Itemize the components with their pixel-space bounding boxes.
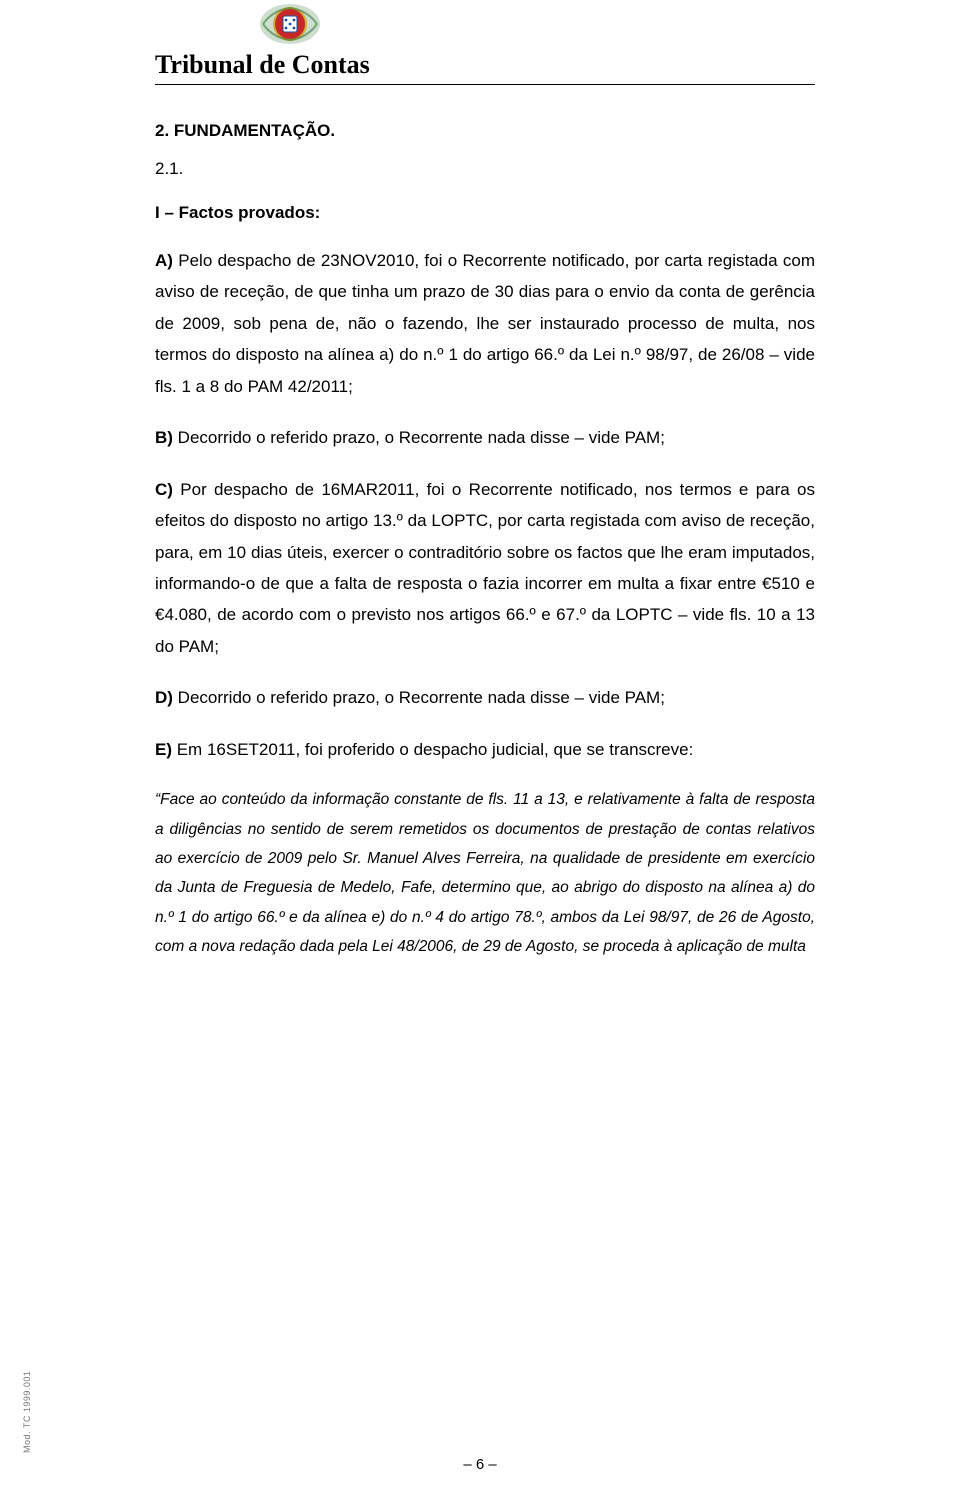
title-underline: [155, 84, 815, 85]
side-mod-label: Mod. TC 1999.001: [22, 1371, 32, 1453]
paragraph-c-lead: C): [155, 480, 173, 499]
paragraph-b-text: Decorrido o referido prazo, o Recorrente…: [173, 428, 665, 447]
paragraph-a: A) Pelo despacho de 23NOV2010, foi o Rec…: [155, 245, 815, 402]
paragraph-a-lead: A): [155, 251, 173, 270]
facts-heading: I – Factos provados:: [155, 203, 815, 223]
section-2-heading: 2. FUNDAMENTAÇÃO.: [155, 121, 815, 141]
document-title: Tribunal de Contas: [155, 0, 815, 80]
document-header: Tribunal de Contas: [155, 0, 815, 85]
paragraph-b-lead: B): [155, 428, 173, 447]
paragraph-b: B) Decorrido o referido prazo, o Recorre…: [155, 422, 815, 453]
paragraph-d-text: Decorrido o referido prazo, o Recorrente…: [173, 688, 665, 707]
paragraph-e: E) Em 16SET2011, foi proferido o despach…: [155, 734, 815, 765]
page-number: – 6 –: [463, 1456, 496, 1473]
paragraph-c: C) Por despacho de 16MAR2011, foi o Reco…: [155, 474, 815, 663]
crest-icon: [255, 0, 325, 53]
paragraph-d: D) Decorrido o referido prazo, o Recorre…: [155, 682, 815, 713]
section-2-1-heading: 2.1.: [155, 159, 815, 179]
paragraph-d-lead: D): [155, 688, 173, 707]
paragraph-c-text: Por despacho de 16MAR2011, foi o Recorre…: [155, 480, 815, 656]
quote-paragraph: “Face ao conteúdo da informação constant…: [155, 785, 815, 962]
paragraph-e-text: Em 16SET2011, foi proferido o despacho j…: [172, 740, 693, 759]
paragraph-e-lead: E): [155, 740, 172, 759]
paragraph-a-text: Pelo despacho de 23NOV2010, foi o Recorr…: [155, 251, 815, 396]
